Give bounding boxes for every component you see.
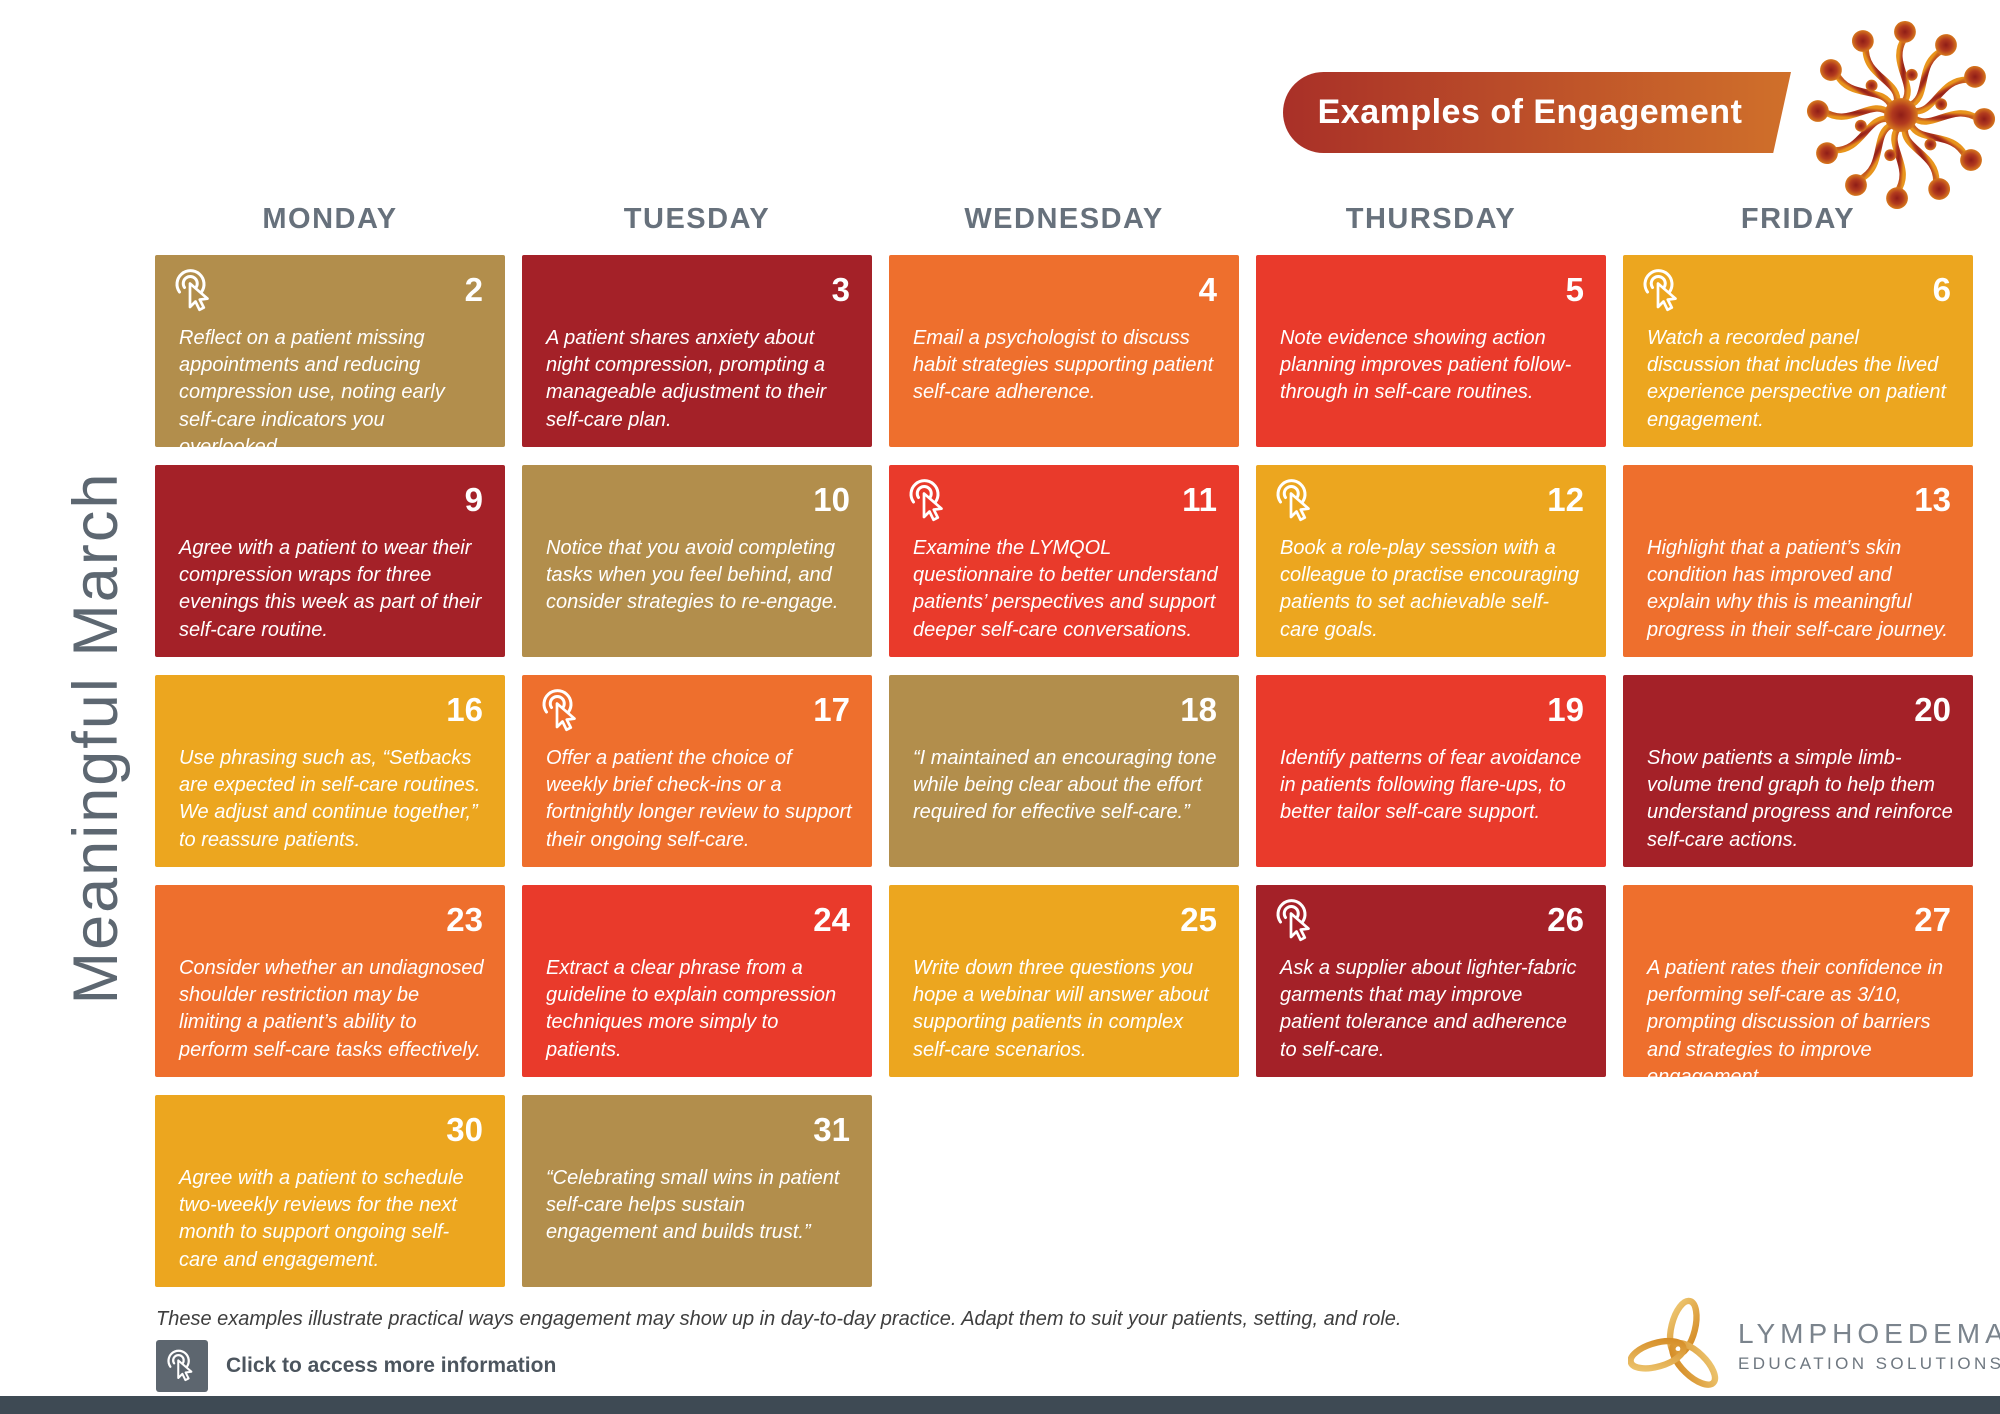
cell-day-number: 4 xyxy=(1198,271,1217,308)
cell-day-number: 30 xyxy=(446,1111,483,1148)
calendar-cell-9: 9 Agree with a patient to wear their com… xyxy=(155,465,505,657)
click-info[interactable]: Click to access more information xyxy=(156,1340,556,1392)
cell-day-number: 5 xyxy=(1565,271,1584,308)
cell-text: Reflect on a patient missing appointment… xyxy=(179,327,445,458)
click-cursor-icon xyxy=(1272,477,1320,525)
calendar-cell-6[interactable]: 6 Watch a recorded panel discussion that… xyxy=(1623,255,1973,447)
cell-day-number: 3 xyxy=(831,271,850,308)
cell-day-number: 16 xyxy=(446,691,483,728)
cell-text: Show patients a simple limb-volume trend… xyxy=(1647,747,1953,851)
click-cursor-icon xyxy=(1272,897,1320,945)
calendar-cell-18: 18 “I maintained an encouraging tone whi… xyxy=(889,675,1239,867)
cell-day-number: 13 xyxy=(1914,481,1951,518)
cell-text: Consider whether an undiagnosed shoulder… xyxy=(179,957,484,1061)
click-cursor-icon xyxy=(1639,267,1687,315)
calendar-cell-17[interactable]: 17 Offer a patient the choice of weekly … xyxy=(522,675,872,867)
cell-day-number: 31 xyxy=(813,1111,850,1148)
bottom-bar xyxy=(0,1396,2000,1414)
cell-text: Agree with a patient to wear their compr… xyxy=(179,537,482,641)
cell-text: Notice that you avoid completing tasks w… xyxy=(546,537,839,614)
calendar-cell-11[interactable]: 11 Examine the LYMQOL questionnaire to b… xyxy=(889,465,1239,657)
cell-day-number: 25 xyxy=(1180,901,1217,938)
calendar-cell-20: 20 Show patients a simple limb-volume tr… xyxy=(1623,675,1973,867)
cell-text: Agree with a patient to schedule two-wee… xyxy=(179,1167,464,1271)
banner-title: Examples of Engagement xyxy=(1317,93,1743,131)
cell-day-number: 27 xyxy=(1914,901,1951,938)
calendar-cell-23: 23 Consider whether an undiagnosed shoul… xyxy=(155,885,505,1077)
cell-text: Identify patterns of fear avoidance in p… xyxy=(1280,747,1582,824)
footer-note: These examples illustrate practical ways… xyxy=(156,1308,1402,1330)
cell-day-number: 9 xyxy=(464,481,483,518)
cell-text: Highlight that a patient’s skin conditio… xyxy=(1647,537,1948,641)
weekday-header-row: MONDAY TUESDAY WEDNESDAY THURSDAY FRIDAY xyxy=(155,203,1973,236)
weekday-tuesday: TUESDAY xyxy=(623,203,771,235)
cell-text: A patient rates their confidence in perf… xyxy=(1647,957,1944,1088)
cell-text: A patient shares anxiety about night com… xyxy=(546,327,827,431)
cell-text: Write down three questions you hope a we… xyxy=(913,957,1209,1061)
cell-day-number: 26 xyxy=(1547,901,1584,938)
cell-day-number: 20 xyxy=(1914,691,1951,728)
calendar-grid: 2 Reflect on a patient missing appointme… xyxy=(155,255,1973,1287)
cell-text: Ask a supplier about lighter-fabric garm… xyxy=(1280,957,1577,1061)
click-cursor-icon xyxy=(905,477,953,525)
calendar-cell-16: 16 Use phrasing such as, “Setbacks are e… xyxy=(155,675,505,867)
calendar-cell-13: 13 Highlight that a patient’s skin condi… xyxy=(1623,465,1973,657)
calendar-cell-5: 5 Note evidence showing action planning … xyxy=(1256,255,1606,447)
calendar-cell-26[interactable]: 26 Ask a supplier about lighter-fabric g… xyxy=(1256,885,1606,1077)
engagement-banner: Examples of Engagement xyxy=(1283,72,1791,153)
weekday-friday: FRIDAY xyxy=(1740,203,1856,235)
calendar-cell-10: 10 Notice that you avoid completing task… xyxy=(522,465,872,657)
cell-text: Book a role-play session with a colleagu… xyxy=(1280,537,1580,641)
calendar-cell-31: 31 “Celebrating small wins in patient se… xyxy=(522,1095,872,1287)
cell-day-number: 24 xyxy=(813,901,850,938)
cell-day-number: 18 xyxy=(1180,691,1217,728)
brand-tagline: EDUCATION SOLUTIONS xyxy=(1738,1354,2000,1373)
weekday-wednesday: WEDNESDAY xyxy=(964,203,1164,235)
brand-logo: LYMPHOEDEMA EDUCATION SOLUTIONS xyxy=(1628,1296,2000,1396)
brand-name: LYMPHOEDEMA xyxy=(1738,1318,2000,1349)
cell-day-number: 10 xyxy=(813,481,850,518)
calendar-cell-2[interactable]: 2 Reflect on a patient missing appointme… xyxy=(155,255,505,458)
calendar-cell-24: 24 Extract a clear phrase from a guideli… xyxy=(522,885,872,1077)
month-title: Meaningful March xyxy=(61,471,131,1005)
cell-text: Email a psychologist to discuss habit st… xyxy=(913,327,1214,404)
cell-text: Examine the LYMQOL questionnaire to bett… xyxy=(913,537,1218,641)
cell-text: Extract a clear phrase from a guideline … xyxy=(546,957,837,1061)
cell-text: Watch a recorded panel discussion that i… xyxy=(1647,327,1947,431)
cell-day-number: 19 xyxy=(1547,691,1584,728)
click-cursor-icon xyxy=(538,687,586,735)
cell-text: Offer a patient the choice of weekly bri… xyxy=(546,747,852,851)
calendar-cell-12[interactable]: 12 Book a role-play session with a colle… xyxy=(1256,465,1606,657)
calendar-cell-4: 4 Email a psychologist to discuss habit … xyxy=(889,255,1239,447)
cell-text: “I maintained an encouraging tone while … xyxy=(913,747,1217,824)
click-cursor-icon xyxy=(171,267,219,315)
cell-text: “Celebrating small wins in patient self-… xyxy=(546,1167,840,1244)
calendar-cell-19: 19 Identify patterns of fear avoidance i… xyxy=(1256,675,1606,867)
cell-day-number: 11 xyxy=(1182,481,1217,518)
click-cursor-icon[interactable] xyxy=(156,1340,208,1392)
cell-day-number: 6 xyxy=(1932,271,1951,308)
calendar-cell-27: 27 A patient rates their confidence in p… xyxy=(1623,885,1973,1088)
calendar-cell-3: 3 A patient shares anxiety about night c… xyxy=(522,255,872,447)
gold-ribbon-logo xyxy=(1628,1297,1719,1388)
weekday-thursday: THURSDAY xyxy=(1345,203,1517,235)
cell-day-number: 17 xyxy=(813,691,850,728)
cell-day-number: 12 xyxy=(1547,481,1584,518)
cell-text: Note evidence showing action planning im… xyxy=(1280,327,1572,404)
weekday-monday: MONDAY xyxy=(262,203,398,235)
calendar-cell-25: 25 Write down three questions you hope a… xyxy=(889,885,1239,1077)
calendar-cell-30: 30 Agree with a patient to schedule two-… xyxy=(155,1095,505,1287)
cell-day-number: 23 xyxy=(446,901,483,938)
cell-text: Use phrasing such as, “Setbacks are expe… xyxy=(179,747,481,851)
click-info-label: Click to access more information xyxy=(226,1354,557,1377)
cell-day-number: 2 xyxy=(464,271,483,308)
network-mandala-logo xyxy=(1806,20,1996,210)
